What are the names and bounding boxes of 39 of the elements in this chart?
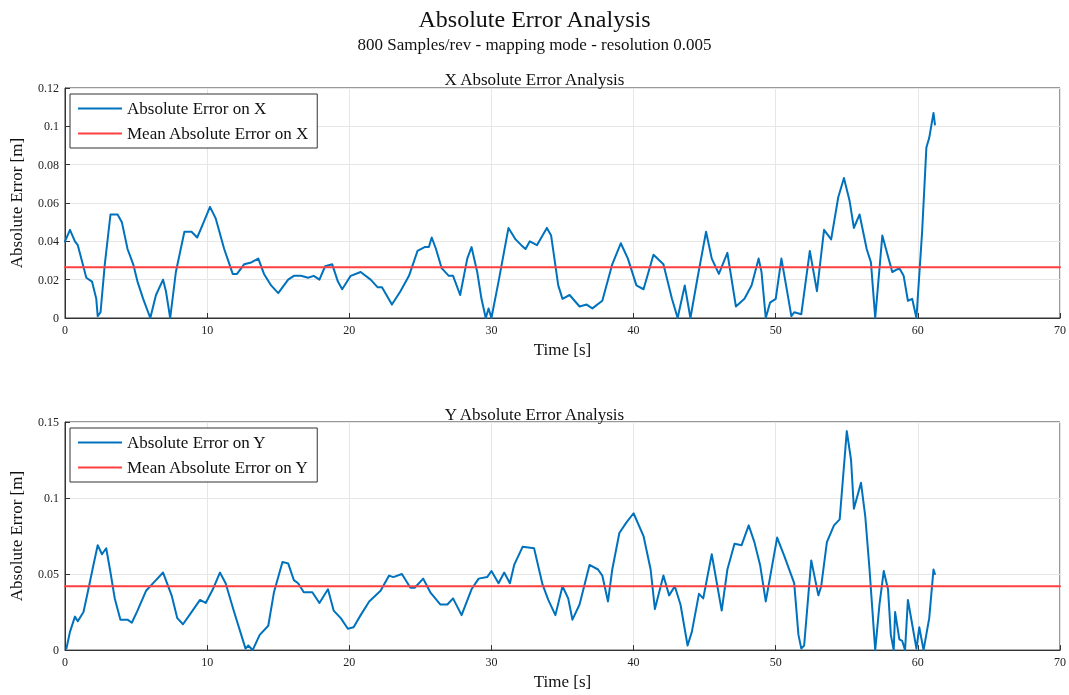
y-tick-label: 0.04 [38,234,59,249]
y-tick-label: 0.1 [44,119,59,134]
x-tick-label: 30 [485,323,498,337]
y-tick-label: 0.05 [38,567,59,582]
y-tick-label: 0 [53,311,59,325]
y-axis-title: Absolute Error [m] [7,137,26,269]
x-tick-label: 70 [1054,655,1066,670]
x-tick-label: 40 [627,323,640,337]
chart-title: Y Absolute Error Analysis [444,405,625,424]
line-series [65,430,936,652]
y-tick-label: 0.06 [38,196,59,210]
y-axis-title: Absolute Error [m] [7,470,26,602]
y-tick-label: 0 [53,643,59,658]
legend-label: Absolute Error on Y [127,433,266,452]
x-tick-label: 10 [201,655,214,670]
y-tick-label: 0.15 [38,415,59,429]
y-tick-label: 0.12 [38,81,59,95]
x-tick-label: 10 [201,323,214,337]
y-tick-label: 0.02 [38,272,59,287]
text: 800 Samples/rev - mapping mode - resolution 0.005 [356,34,713,56]
x-tick-label: 40 [627,655,640,670]
chart-title: X Absolute Error Analysis [444,70,625,89]
text: Absolute Error Analysis [417,5,652,34]
legend-label: Mean Absolute Error on X [127,124,309,143]
legend-label: Absolute Error on X [127,99,267,118]
x-axis-title: Time [s] [533,672,592,691]
y-tick-label: 0.1 [44,491,59,506]
x-tick-label: 60 [911,323,924,337]
x-tick-label: 30 [485,655,498,670]
legend-label: Mean Absolute Error on Y [127,458,308,477]
x-tick-label: 70 [1054,323,1066,337]
x-tick-label: 50 [769,323,782,337]
y-tick-label: 0.08 [38,157,59,172]
x-tick-label: 20 [343,323,356,337]
x-tick-label: 50 [769,655,782,670]
x-tick-label: 60 [911,655,924,670]
x-axis-title: Time [s] [533,339,592,359]
x-tick-label: 0 [62,323,68,337]
x-tick-label: 20 [343,655,356,670]
